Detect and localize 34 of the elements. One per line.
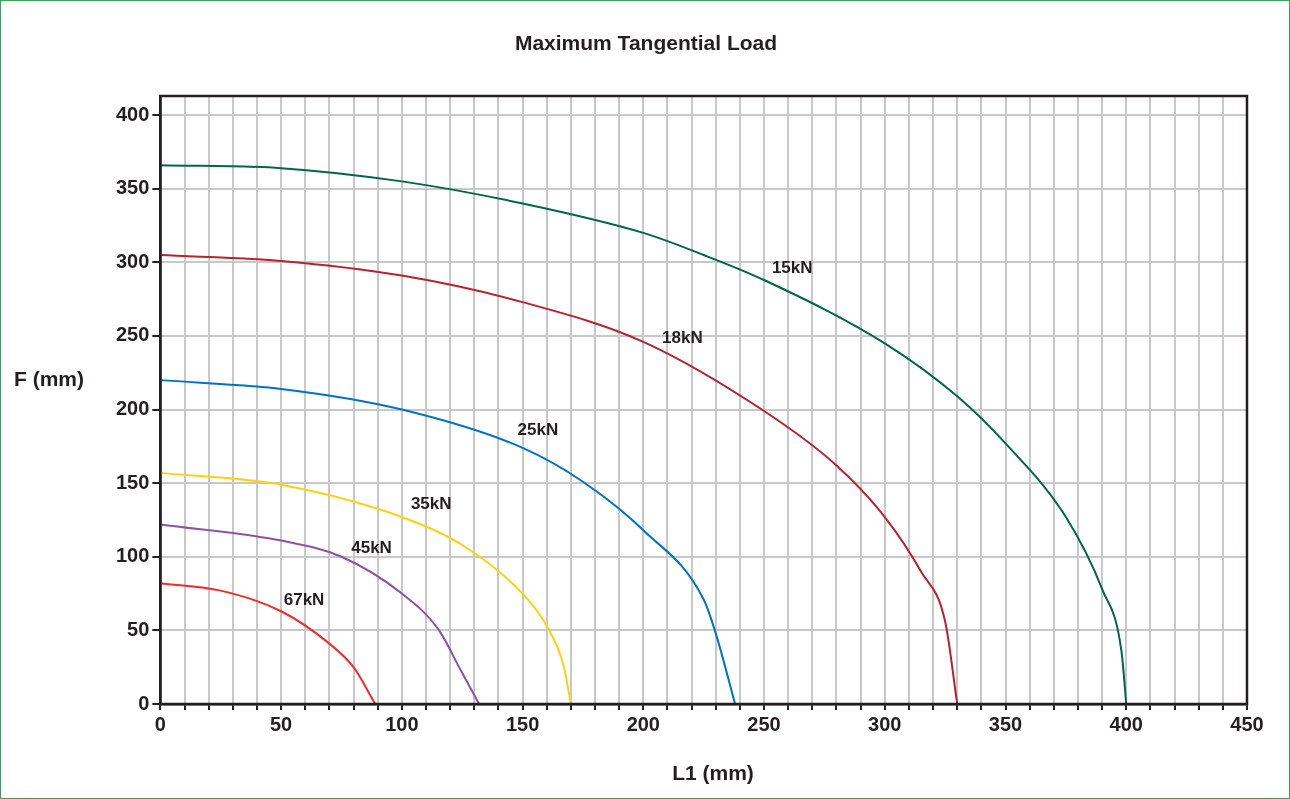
x-tick-label: 0: [154, 712, 166, 735]
x-axis-title: L1 (mm): [671, 761, 755, 785]
line-series: [160, 164, 1128, 704]
line-series: [160, 523, 481, 704]
y-tick-label: 0: [138, 691, 150, 714]
y-tick-label: 150: [115, 470, 150, 493]
y-axis-title: F (mm): [13, 366, 85, 391]
series-label: 25kN: [517, 419, 559, 439]
series-label: 45kN: [351, 538, 392, 558]
x-tick-label: 50: [269, 712, 293, 735]
line-series: [160, 471, 572, 704]
x-tick-label: 300: [868, 712, 902, 735]
y-tick-label: 250: [115, 323, 150, 346]
series-label: 18kN: [662, 327, 703, 347]
line-series: [160, 582, 377, 704]
x-tick-label: 350: [988, 712, 1023, 735]
chart-title: Maximum Tangential Load: [513, 31, 779, 55]
x-tick-label: 150: [505, 712, 540, 735]
x-tick-label: 200: [626, 712, 660, 735]
x-tick-label: 100: [385, 712, 419, 735]
y-tick-label: 400: [115, 102, 150, 125]
line-series: [160, 253, 959, 704]
y-tick-label: 300: [115, 249, 150, 272]
x-tick-label: 450: [1230, 712, 1264, 735]
x-tick-label: 400: [1109, 712, 1143, 735]
y-tick-label: 200: [115, 397, 150, 420]
series-label: 15kN: [771, 258, 813, 278]
series-label: 67kN: [283, 589, 325, 609]
y-tick-label: 50: [127, 617, 150, 640]
y-tick-label: 100: [115, 544, 150, 567]
line-series: [160, 379, 737, 704]
x-tick-label: 250: [747, 712, 781, 735]
y-tick-label: 350: [115, 176, 150, 199]
series-label: 35kN: [410, 494, 452, 514]
